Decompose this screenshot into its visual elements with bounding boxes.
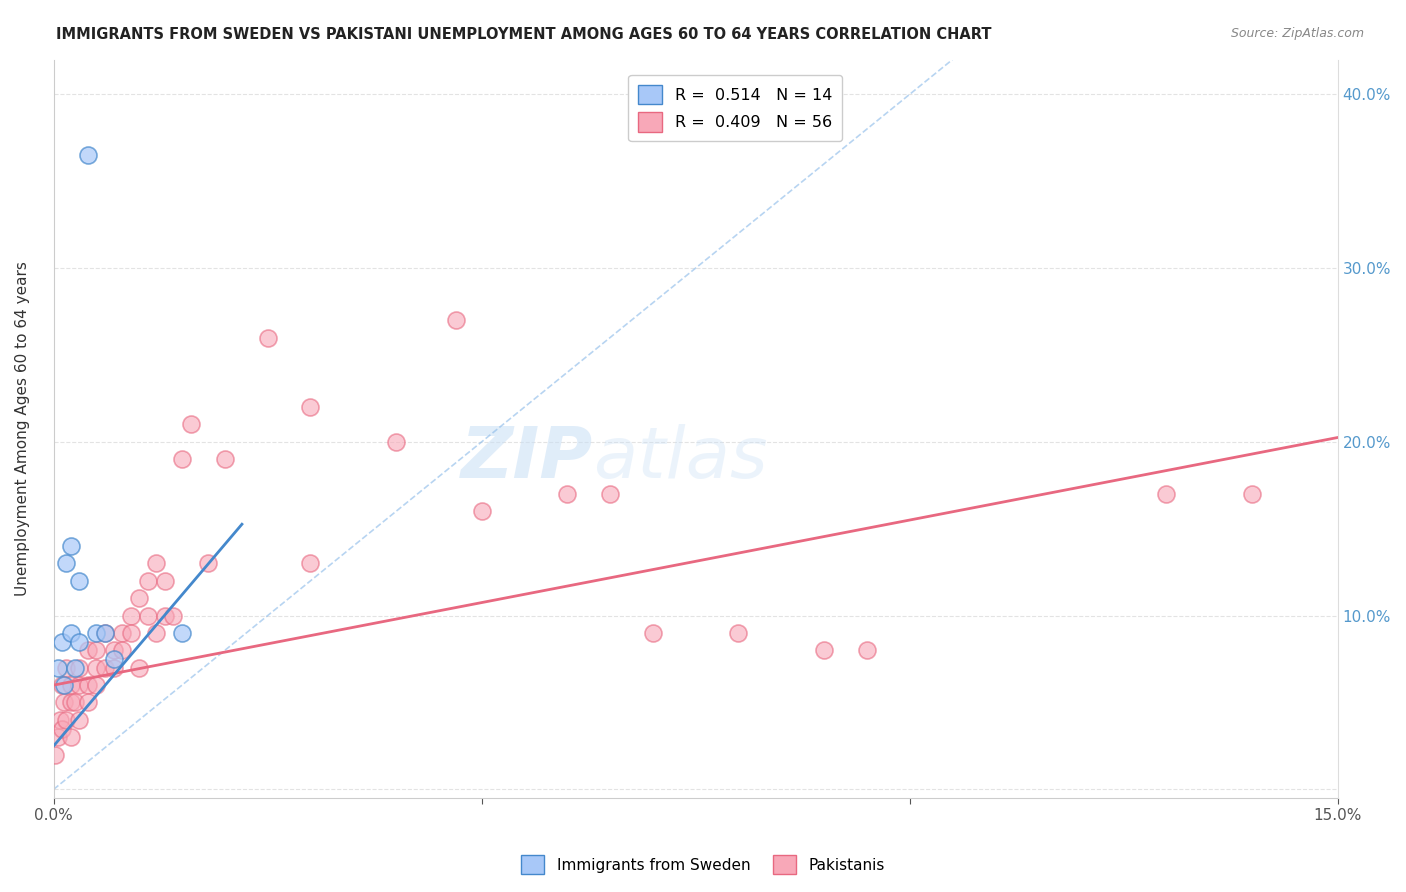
Point	[86, 626, 108, 640]
Point	[214, 452, 236, 467]
Point	[136, 608, 159, 623]
Point	[76, 678, 98, 692]
Point	[162, 608, 184, 623]
Text: ZIP: ZIP	[461, 424, 593, 493]
Point	[59, 539, 82, 553]
Point	[59, 696, 82, 710]
Point	[94, 626, 117, 640]
Point	[76, 148, 98, 162]
Point	[46, 661, 69, 675]
Point	[44, 747, 66, 762]
Point	[111, 643, 134, 657]
Point	[471, 504, 494, 518]
Point	[51, 634, 73, 648]
Point	[55, 557, 77, 571]
Point	[94, 661, 117, 675]
Point	[103, 661, 125, 675]
Point	[63, 661, 86, 675]
Point	[153, 608, 176, 623]
Point	[55, 713, 77, 727]
Point	[94, 626, 117, 640]
Point	[385, 434, 408, 449]
Point	[813, 643, 835, 657]
Point	[170, 626, 193, 640]
Point	[67, 678, 90, 692]
Point	[76, 696, 98, 710]
Point	[67, 661, 90, 675]
Point	[86, 678, 108, 692]
Point	[727, 626, 749, 640]
Point	[52, 696, 75, 710]
Point	[63, 696, 86, 710]
Point	[180, 417, 202, 432]
Point	[49, 713, 72, 727]
Point	[86, 643, 108, 657]
Point	[111, 626, 134, 640]
Point	[103, 643, 125, 657]
Point	[59, 678, 82, 692]
Point	[197, 557, 219, 571]
Point	[86, 661, 108, 675]
Point	[52, 678, 75, 692]
Point	[67, 634, 90, 648]
Point	[555, 487, 578, 501]
Point	[120, 608, 142, 623]
Point	[76, 643, 98, 657]
Point	[444, 313, 467, 327]
Point	[67, 574, 90, 588]
Point	[145, 626, 167, 640]
Point	[641, 626, 664, 640]
Legend: Immigrants from Sweden, Pakistanis: Immigrants from Sweden, Pakistanis	[515, 849, 891, 880]
Point	[46, 731, 69, 745]
Point	[59, 626, 82, 640]
Point	[103, 652, 125, 666]
Text: atlas: atlas	[593, 424, 768, 493]
Point	[51, 722, 73, 736]
Y-axis label: Unemployment Among Ages 60 to 64 years: Unemployment Among Ages 60 to 64 years	[15, 261, 30, 596]
Point	[299, 557, 322, 571]
Point	[55, 661, 77, 675]
Point	[136, 574, 159, 588]
Point	[856, 643, 879, 657]
Text: IMMIGRANTS FROM SWEDEN VS PAKISTANI UNEMPLOYMENT AMONG AGES 60 TO 64 YEARS CORRE: IMMIGRANTS FROM SWEDEN VS PAKISTANI UNEM…	[56, 27, 991, 42]
Point	[67, 713, 90, 727]
Point	[299, 400, 322, 414]
Text: Source: ZipAtlas.com: Source: ZipAtlas.com	[1230, 27, 1364, 40]
Point	[51, 678, 73, 692]
Point	[153, 574, 176, 588]
Point	[1240, 487, 1263, 501]
Point	[128, 591, 150, 606]
Point	[145, 557, 167, 571]
Point	[59, 731, 82, 745]
Point	[128, 661, 150, 675]
Legend: R =  0.514   N = 14, R =  0.409   N = 56: R = 0.514 N = 14, R = 0.409 N = 56	[628, 75, 842, 141]
Point	[599, 487, 621, 501]
Point	[256, 330, 278, 344]
Point	[120, 626, 142, 640]
Point	[170, 452, 193, 467]
Point	[1156, 487, 1178, 501]
